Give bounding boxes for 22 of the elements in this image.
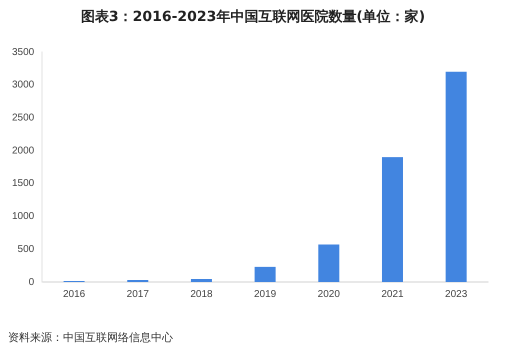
bar	[382, 157, 403, 282]
x-tick-label: 2017	[126, 288, 150, 300]
y-tick-label: 0	[28, 276, 35, 288]
bar	[254, 266, 276, 282]
y-tick-label: 2000	[12, 145, 35, 156]
y-tick-label: 1000	[12, 211, 35, 222]
text: 资料来源：中国互联网络信息中心	[8, 330, 173, 345]
bar	[318, 244, 340, 282]
x-tick-label: 2016	[62, 288, 86, 300]
bar	[190, 279, 212, 282]
y-tick-label: 2500	[12, 112, 35, 124]
x-tick-label: 2021	[381, 288, 404, 300]
y-tick-label: 3000	[12, 80, 35, 91]
y-tick-label: 1500	[12, 178, 35, 190]
x-tick-label: 2018	[190, 288, 214, 300]
y-tick-label: 500	[18, 244, 35, 255]
x-tick-label: 2019	[254, 288, 277, 300]
bar	[446, 72, 467, 282]
y-tick-label: 3500	[12, 46, 35, 58]
chart-title: 图表3：2016-2023年中国互联网医院数量(单位：家)	[80, 8, 426, 26]
x-tick-label: 2020	[318, 288, 340, 300]
x-tick-label: 2023	[445, 288, 468, 300]
